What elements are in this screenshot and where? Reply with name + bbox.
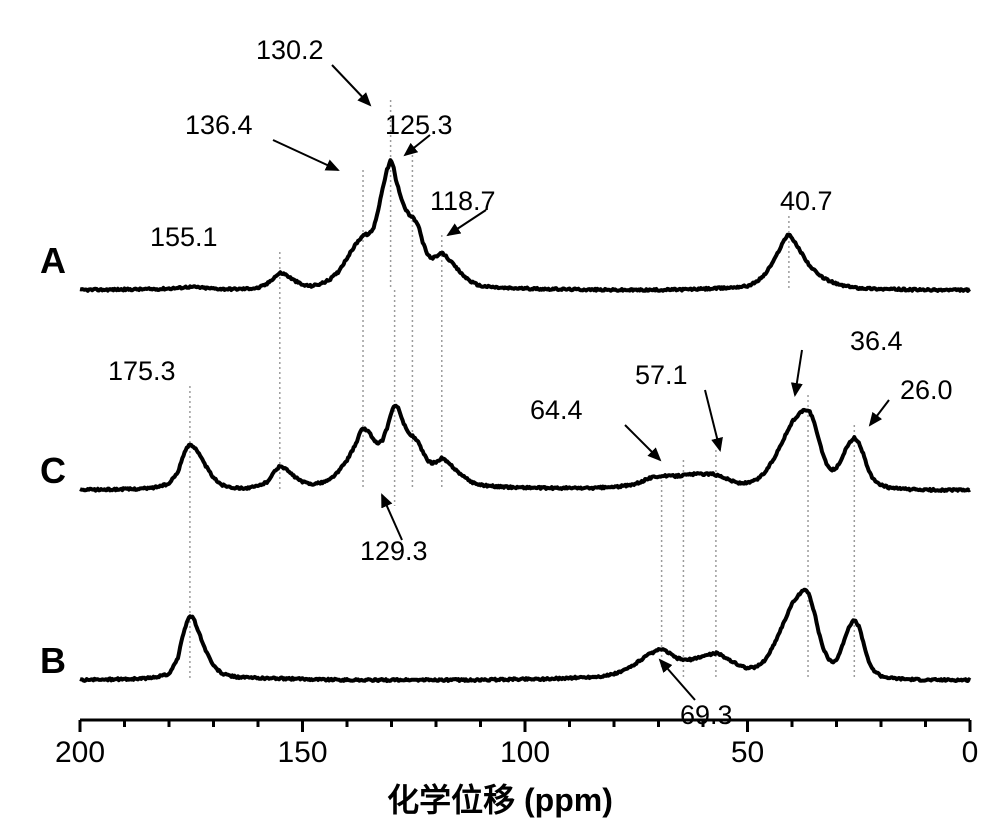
annotation-arrow — [625, 425, 660, 460]
spectrum-label-c: C — [40, 450, 66, 492]
peak-label: 125.3 — [385, 110, 453, 141]
x-tick-label: 200 — [55, 736, 105, 770]
peak-label: 69.3 — [680, 700, 733, 731]
peak-label: 130.2 — [256, 35, 324, 66]
peak-label: 118.7 — [430, 186, 496, 217]
peak-label: 136.4 — [185, 110, 253, 141]
annotation-arrow — [705, 390, 720, 450]
annotation-arrow — [273, 140, 338, 170]
spectrum-label-b: B — [40, 640, 66, 682]
peak-label: 26.0 — [900, 375, 953, 406]
peak-label: 64.4 — [530, 395, 583, 426]
spectrum-c — [80, 406, 970, 491]
peak-label: 175.3 — [108, 356, 176, 387]
peak-label: 129.3 — [360, 536, 428, 567]
peak-label: 155.1 — [150, 222, 218, 253]
spectrum-label-a: A — [40, 240, 66, 282]
x-axis-title: 化学位移 (ppm) — [0, 775, 1000, 821]
spectrum-b — [80, 590, 970, 681]
annotation-arrow — [870, 400, 889, 425]
x-tick-label: 100 — [500, 736, 550, 770]
annotation-arrow — [332, 65, 370, 105]
nmr-spectrum-chart — [0, 0, 1000, 839]
annotation-arrow — [382, 495, 402, 540]
x-tick-label: 150 — [277, 736, 327, 770]
peak-label: 57.1 — [635, 360, 688, 391]
annotation-arrow — [660, 660, 695, 700]
peak-label: 36.4 — [850, 326, 903, 357]
annotation-arrow — [795, 350, 802, 395]
peak-label: 40.7 — [780, 186, 833, 217]
x-tick-label: 50 — [731, 736, 764, 770]
x-tick-label: 0 — [962, 736, 979, 770]
